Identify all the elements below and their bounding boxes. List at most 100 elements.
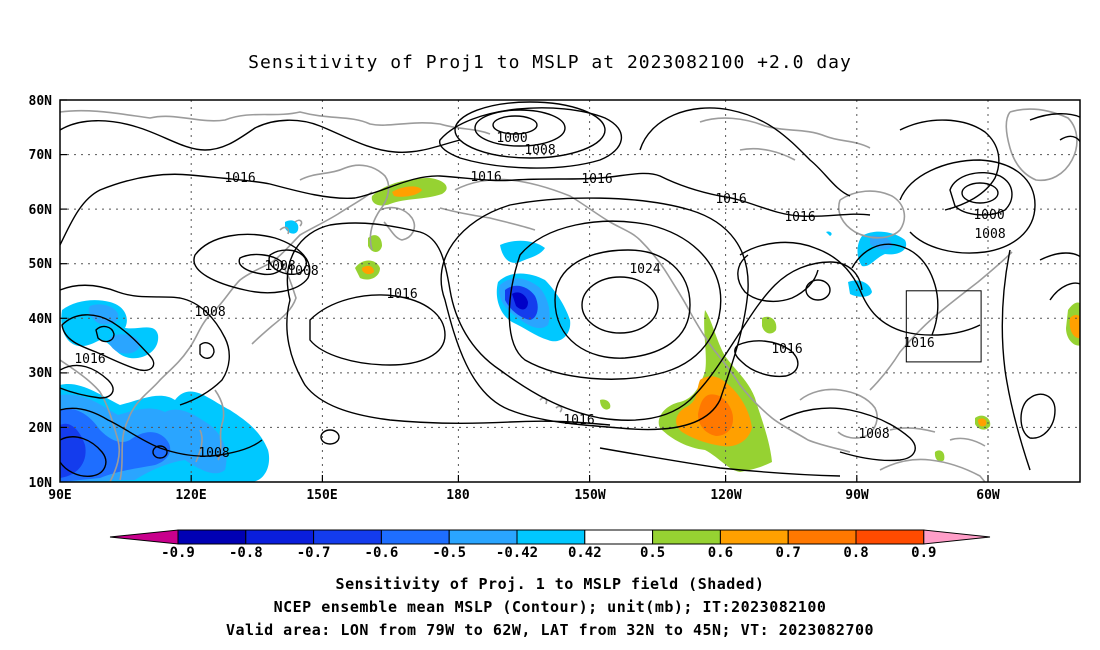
contour-pacific-lower-1016 <box>286 299 611 426</box>
coast-hudson-bay <box>838 190 906 239</box>
contour-tropics-low <box>60 436 107 477</box>
colorbar-swatch <box>245 529 315 545</box>
contour-label: 1016 <box>581 172 612 187</box>
coast-east-asia <box>119 191 373 481</box>
lon-labels: 90E 120E 150E 180 150W 120W 90W 60W <box>48 488 1000 503</box>
coast-japan <box>251 261 297 345</box>
contour-atlantic-1000 <box>949 172 1013 216</box>
contour-west-pacific-1016 <box>309 294 446 366</box>
contour-asia-small1 <box>95 325 115 343</box>
map-plot-area: 1000 1008 1016 1016 1016 1016 1008 1008 … <box>29 94 1081 503</box>
contour-asia-small3 <box>60 364 114 399</box>
coast-aleutians <box>439 207 536 231</box>
shade-central-pacific-negative-core <box>512 292 528 310</box>
contour-na-1016 <box>737 254 819 303</box>
colorbar-label: 0.6 <box>708 545 733 561</box>
lat-labels: 80N 70N 60N 50N 40N 30N 20N 10N <box>29 94 53 491</box>
coast-kamchatka <box>379 206 416 241</box>
contour-label: 1008 <box>287 264 318 279</box>
contour-label: 1008 <box>194 305 225 320</box>
contour-label: 1024 <box>629 262 660 277</box>
colorbar-low-extension <box>109 529 179 545</box>
contour-north-1016c <box>639 107 851 197</box>
caption-line-3: Valid area: LON from 79W to 62W, LAT fro… <box>226 621 874 639</box>
contour-label: 1008 <box>264 259 295 274</box>
contour-atlantic-low-inner <box>961 182 999 204</box>
shade-kamchatka-positive <box>355 235 382 280</box>
coast-sea-of-okhotsk <box>299 164 390 251</box>
contour-aleutian-low-inner <box>492 115 538 135</box>
caption-line-1: Sensitivity of Proj. 1 to MSLP field (Sh… <box>336 575 765 593</box>
lon-label: 150E <box>306 488 337 503</box>
lon-label: 120E <box>175 488 206 503</box>
colorbar-label: 0.5 <box>640 545 665 561</box>
contour-north-1016 <box>60 172 871 246</box>
contour-na-1016-c <box>851 243 939 336</box>
map-frame <box>59 99 1081 483</box>
colorbar-label: 0.42 <box>568 545 602 561</box>
shade-west-pacific-negative-strong <box>60 408 171 482</box>
contour-label: 1016 <box>771 342 802 357</box>
contour-label: 1008 <box>974 227 1005 242</box>
shade-mexico-positive-strong <box>698 394 734 436</box>
contour-labels: 1000 1008 1016 1016 1016 1016 1008 1008 … <box>74 131 1005 461</box>
contour-far-atlantic <box>1001 113 1080 471</box>
contour-label: 1016 <box>74 352 105 367</box>
lon-label: 90E <box>48 488 71 503</box>
coast-canadian-archipelago <box>699 117 871 161</box>
lat-label: 60N <box>29 203 53 218</box>
colorbar-label: -0.6 <box>365 545 399 561</box>
lat-label: 80N <box>29 94 53 109</box>
contour-pacific-high-outer <box>440 197 749 431</box>
colorbar: -0.9 -0.8 -0.7 -0.6 -0.5 -0.42 0.42 0.5 0.6 0.7 0.… <box>109 529 991 561</box>
colorbar-swatch <box>313 529 382 545</box>
colorbar-label: -0.42 <box>496 545 538 561</box>
caption-line-2: NCEP ensemble mean MSLP (Contour); unit(… <box>274 598 827 616</box>
contour-pacific-1016-envelope <box>286 222 863 421</box>
lat-label: 40N <box>29 312 53 327</box>
contour-atlantic-1008 <box>899 159 1036 254</box>
shade-bering-positive-core <box>392 186 422 197</box>
contour-gulf-1008 <box>779 407 916 462</box>
coast-arctic-russia <box>60 109 491 135</box>
colorbar-label: 0.8 <box>843 545 868 561</box>
colorbar-label: -0.5 <box>432 545 466 561</box>
contour-label: 1016 <box>715 192 746 207</box>
colorbar-swatch <box>652 529 721 545</box>
coast-indochina <box>60 359 121 482</box>
contour-label: 1016 <box>386 287 417 302</box>
contour-asia-1008-inner <box>238 253 284 276</box>
lat-label: 50N <box>29 257 53 272</box>
contour-aleutian-low-outer <box>454 101 606 159</box>
axis-ticks <box>60 99 989 482</box>
contour-na-small <box>805 279 831 301</box>
valid-area-box <box>905 290 982 363</box>
contour-south-pacific <box>599 447 841 477</box>
colorbar-swatch <box>787 529 857 545</box>
colorbar-label: 0.9 <box>911 545 936 561</box>
colorbar-swatch <box>177 529 247 545</box>
lat-label: 10N <box>29 476 53 491</box>
contour-label: 1000 <box>973 208 1004 223</box>
contour-pacific-high-1024 <box>554 249 691 359</box>
contour-label: 1016 <box>224 171 255 186</box>
colorbar-label: -0.8 <box>229 545 263 561</box>
coast-caribbean <box>889 427 986 447</box>
contour-na-1016-b <box>734 340 799 378</box>
contour-asia-1016 <box>60 284 230 406</box>
colorbar-swatch <box>380 529 450 545</box>
contour-asia-small2 <box>199 342 215 359</box>
contour-label: 1008 <box>524 143 555 158</box>
lon-label: 150W <box>574 488 605 503</box>
contour-atlantic-1016 <box>899 119 1000 211</box>
contour-north-1016b <box>60 119 461 153</box>
lon-label: 120W <box>710 488 741 503</box>
contour-label: 1016 <box>784 210 815 225</box>
contour-far-atlantic-3 <box>1049 135 1080 301</box>
figure-title: Sensitivity of Proj1 to MSLP at 20230821… <box>248 52 852 73</box>
contour-label: 1016 <box>903 336 934 351</box>
colorbar-label: -0.7 <box>297 545 331 561</box>
coastlines <box>60 108 1078 482</box>
contour-pacific-high-1016 <box>508 220 722 380</box>
